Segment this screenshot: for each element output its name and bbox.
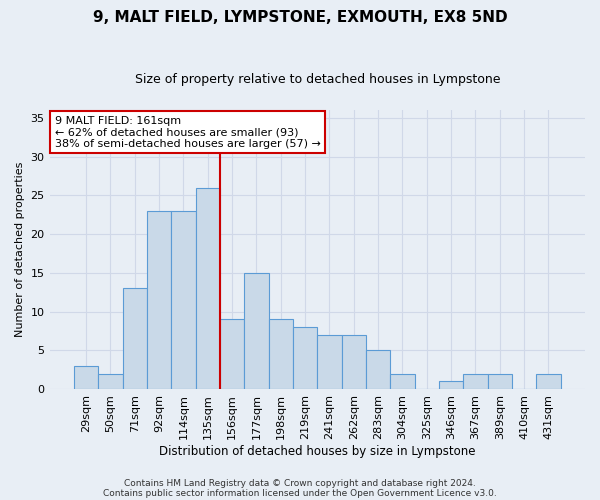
Bar <box>269 320 293 389</box>
X-axis label: Distribution of detached houses by size in Lympstone: Distribution of detached houses by size … <box>159 444 476 458</box>
Bar <box>439 382 463 389</box>
Title: Size of property relative to detached houses in Lympstone: Size of property relative to detached ho… <box>134 72 500 86</box>
Bar <box>390 374 415 389</box>
Bar <box>220 320 244 389</box>
Text: Contains HM Land Registry data © Crown copyright and database right 2024.: Contains HM Land Registry data © Crown c… <box>124 478 476 488</box>
Bar <box>536 374 560 389</box>
Bar <box>122 288 147 389</box>
Text: 9 MALT FIELD: 161sqm
← 62% of detached houses are smaller (93)
38% of semi-detac: 9 MALT FIELD: 161sqm ← 62% of detached h… <box>55 116 321 149</box>
Bar <box>74 366 98 389</box>
Bar <box>463 374 488 389</box>
Bar <box>293 327 317 389</box>
Bar <box>317 335 341 389</box>
Bar <box>341 335 366 389</box>
Bar <box>98 374 122 389</box>
Bar <box>366 350 390 389</box>
Bar <box>244 273 269 389</box>
Bar <box>171 211 196 389</box>
Bar <box>196 188 220 389</box>
Y-axis label: Number of detached properties: Number of detached properties <box>15 162 25 338</box>
Bar <box>488 374 512 389</box>
Bar <box>147 211 171 389</box>
Text: Contains public sector information licensed under the Open Government Licence v3: Contains public sector information licen… <box>103 488 497 498</box>
Text: 9, MALT FIELD, LYMPSTONE, EXMOUTH, EX8 5ND: 9, MALT FIELD, LYMPSTONE, EXMOUTH, EX8 5… <box>92 10 508 25</box>
